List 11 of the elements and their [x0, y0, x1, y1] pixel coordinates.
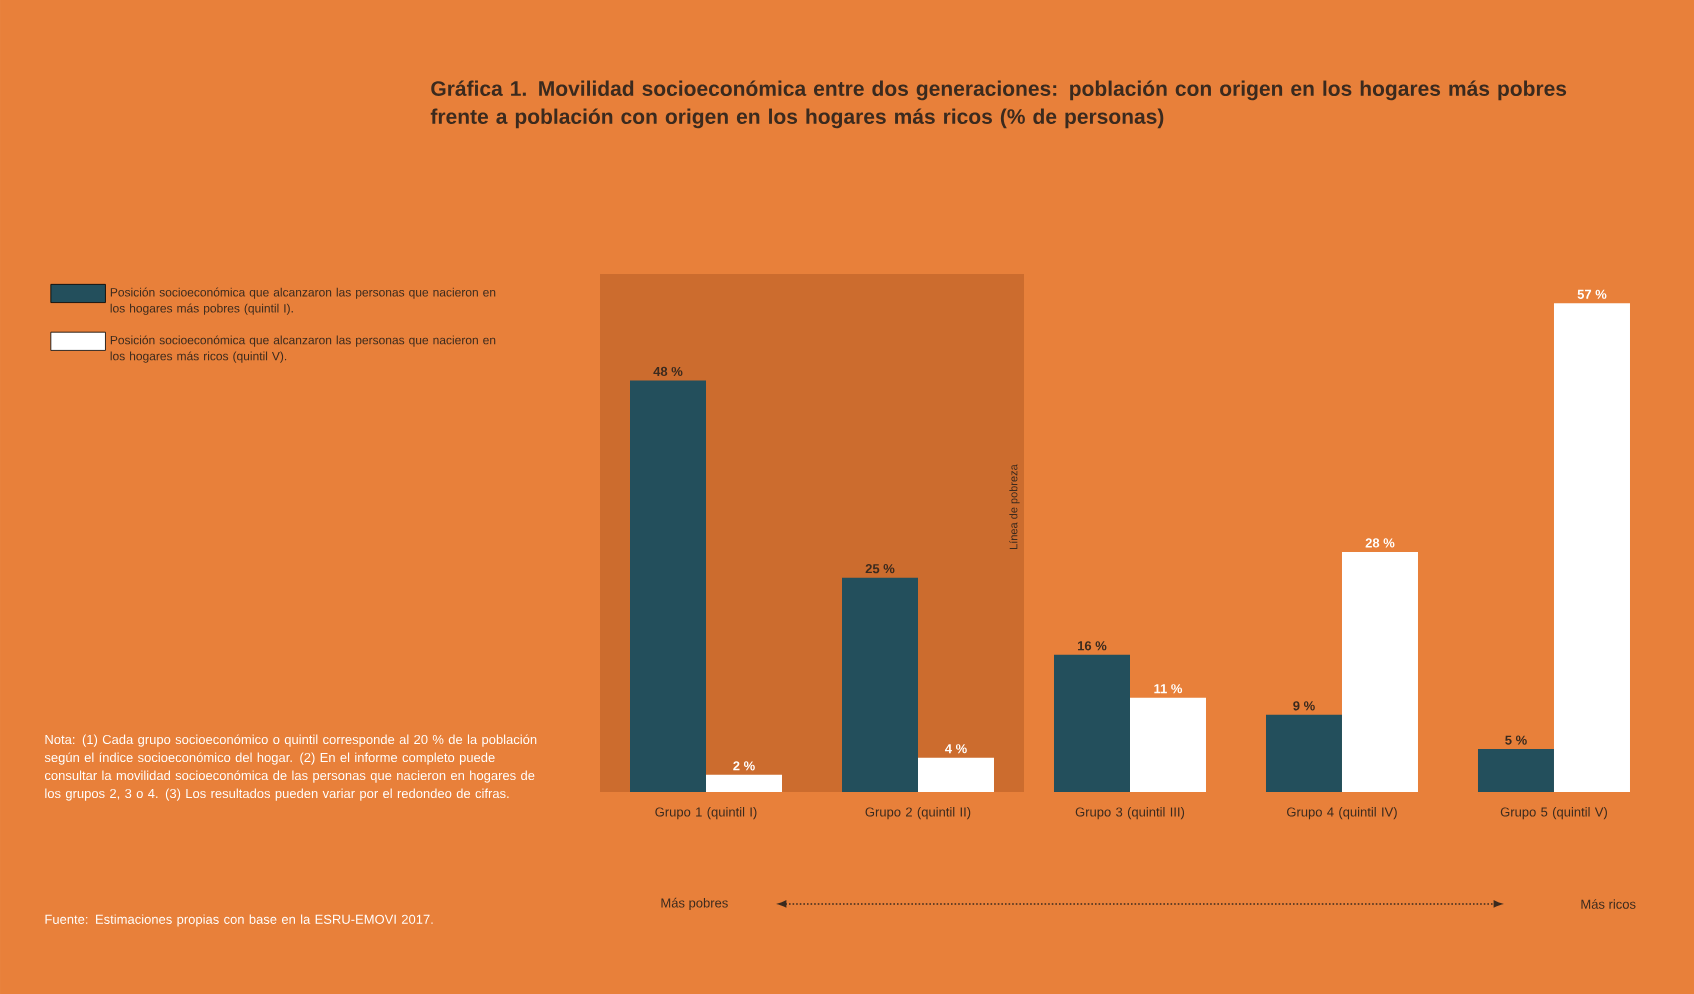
bar — [918, 757, 994, 792]
bar — [630, 380, 706, 792]
bar — [842, 577, 918, 792]
chart-title: Gráfica 1. Movilidad socioeconómica entre dos generaciones: población con origen en los hogares más pobres frente a población con origen en los hogares más ricos (% de personas) — [430, 80, 1567, 129]
bar — [1054, 654, 1130, 792]
bar — [706, 774, 782, 792]
bar — [1341, 551, 1418, 792]
bar — [1130, 697, 1206, 792]
bar — [1477, 749, 1554, 792]
bar — [1553, 303, 1630, 792]
bar — [1266, 714, 1342, 792]
